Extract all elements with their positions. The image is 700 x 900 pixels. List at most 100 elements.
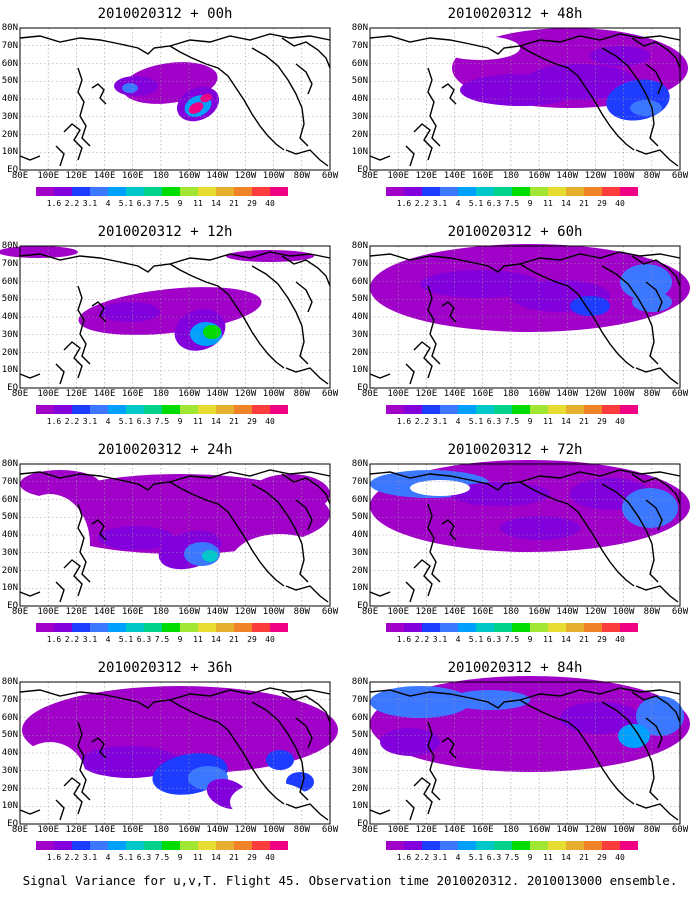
lon-label: 80W xyxy=(643,389,660,399)
lat-label: 10N xyxy=(351,365,368,376)
lon-label: 100E xyxy=(387,607,410,617)
colorbar-level-label: 9 xyxy=(177,417,183,426)
lat-label: 40N xyxy=(351,312,368,322)
colorbar-level-label: 6.3 xyxy=(486,853,502,862)
lon-label: 180 xyxy=(502,171,520,181)
colorbar-swatch xyxy=(126,405,144,414)
colorbar xyxy=(36,187,288,196)
colorbar-level-label: 3.1 xyxy=(82,199,98,208)
colorbar-swatch xyxy=(108,187,126,196)
lat-label: 20N xyxy=(351,565,368,576)
colorbar-swatch xyxy=(548,623,566,632)
lon-label: 140E xyxy=(93,389,116,399)
colorbar-level-label: 3.1 xyxy=(82,853,98,862)
coastlines xyxy=(369,33,681,167)
colorbar-level-label: 9 xyxy=(527,417,533,426)
lon-label: 80E xyxy=(361,607,379,617)
colorbar-level-label: 5.1 xyxy=(118,417,134,426)
colorbar-level-label: 11 xyxy=(193,853,203,862)
lat-label: 80N xyxy=(351,241,368,251)
lon-label: 140W xyxy=(206,607,229,617)
variance-contours xyxy=(14,686,338,822)
colorbar xyxy=(386,405,638,414)
lon-label: 140W xyxy=(206,389,229,399)
colorbar-swatch xyxy=(494,405,512,414)
colorbar-level-label: 11 xyxy=(543,417,553,426)
colorbar-swatch xyxy=(512,623,530,632)
colorbar-level-label: 29 xyxy=(597,199,607,208)
map-area xyxy=(369,244,690,389)
lon-label: 100E xyxy=(387,389,410,399)
colorbar-level-label: 1.6 xyxy=(46,853,62,862)
lat-label: 10N xyxy=(1,365,18,376)
lon-label: 60W xyxy=(321,171,339,181)
colorbar-swatch xyxy=(72,187,90,196)
lat-label: 50N xyxy=(1,512,18,523)
colorbar-level-label: 3.1 xyxy=(432,199,448,208)
colorbar-swatch xyxy=(386,841,404,850)
colorbar-swatch xyxy=(476,187,494,196)
colorbar-swatch xyxy=(198,623,216,632)
colorbar-swatch xyxy=(72,841,90,850)
lat-label: EQ xyxy=(357,819,368,829)
map-panel: 2010020312 + 24h 80N 70N 60N 50N 40N 30N 20N 10N… xyxy=(0,442,338,652)
lon-label: 100E xyxy=(37,607,60,617)
colorbar-level-label: 4 xyxy=(105,635,111,644)
lon-label: 60W xyxy=(671,171,689,181)
colorbar-swatch xyxy=(198,841,216,850)
colorbar-level-label: 14 xyxy=(561,417,571,426)
colorbar-level-label: 1.6 xyxy=(46,417,62,426)
colorbar-level-label: 2.2 xyxy=(64,635,80,644)
colorbar-swatch xyxy=(584,187,602,196)
map-area xyxy=(0,245,331,389)
lon-label: 160W xyxy=(528,825,550,835)
colorbar-level-label: 14 xyxy=(561,199,571,208)
colorbar-level-label: 6.3 xyxy=(136,199,152,208)
lon-label: 160E xyxy=(121,389,144,399)
lat-label: 60N xyxy=(351,494,368,505)
variance-map xyxy=(366,460,690,607)
lat-label: EQ xyxy=(7,165,18,175)
lon-label: 80W xyxy=(643,825,660,835)
lat-label: 40N xyxy=(351,748,368,758)
colorbar-level-label: 5.1 xyxy=(118,853,134,862)
colorbar-swatch xyxy=(566,841,584,850)
colorbar-swatch xyxy=(548,405,566,414)
lat-label: EQ xyxy=(357,601,368,611)
colorbar-swatch xyxy=(602,623,620,632)
colorbar-swatch xyxy=(404,841,422,850)
lon-label: 100W xyxy=(612,825,635,835)
colorbar-level-label: 3.1 xyxy=(432,417,448,426)
lon-label: 160E xyxy=(121,825,144,835)
lon-label: 60W xyxy=(671,607,689,617)
colorbar-swatch xyxy=(252,405,270,414)
colorbar-swatch xyxy=(144,841,162,850)
colorbar-swatch xyxy=(422,841,440,850)
coastlines xyxy=(369,251,681,385)
lat-label: 10N xyxy=(1,147,18,158)
variance-contours xyxy=(370,244,690,386)
colorbar-swatch xyxy=(54,623,72,632)
lon-label: 140E xyxy=(93,607,116,617)
colorbar-level-label: 3.1 xyxy=(82,417,98,426)
colorbar-level-label: 40 xyxy=(615,199,625,208)
colorbar-swatch xyxy=(270,623,288,632)
panel-title: 2010020312 + 00h xyxy=(97,6,233,22)
lon-label: 160W xyxy=(178,825,200,835)
lon-label: 100W xyxy=(262,171,285,181)
coastlines xyxy=(369,687,681,821)
lat-label: 20N xyxy=(1,783,18,794)
colorbar-level-label: 7.5 xyxy=(154,853,170,862)
lat-label: 50N xyxy=(1,294,18,305)
variance-map xyxy=(360,27,688,178)
colorbar-swatch xyxy=(216,187,234,196)
colorbar-level-label: 2.2 xyxy=(414,417,430,426)
map-area xyxy=(19,27,331,171)
colorbar xyxy=(36,841,288,850)
colorbar-swatch xyxy=(440,405,458,414)
colorbar-swatch xyxy=(216,623,234,632)
lon-label: 80E xyxy=(11,171,29,181)
colorbar-swatch xyxy=(270,187,288,196)
colorbar-swatch xyxy=(126,187,144,196)
map-panel: 2010020312 + 00h 80N 70N 60N 50N 40N 30N 20N 10N… xyxy=(0,6,338,216)
